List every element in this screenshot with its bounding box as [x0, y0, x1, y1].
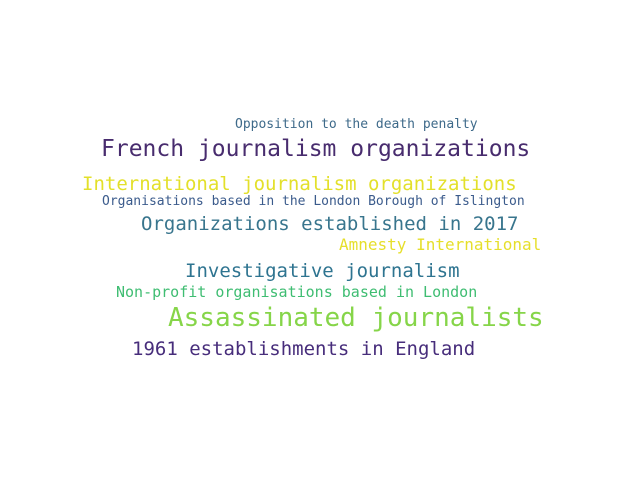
word-amnesty-international: Amnesty International	[339, 235, 542, 254]
word-non-profit-organisations-london: Non-profit organisations based in London	[116, 283, 478, 301]
word-opposition-to-the-death-penalty: Opposition to the death penalty	[235, 117, 478, 132]
word-1961-establishments-in-england: 1961 establishments in England	[132, 338, 476, 360]
word-investigative-journalism: Investigative journalism	[185, 260, 460, 282]
word-organisations-based-in-islington: Organisations based in the London Boroug…	[102, 194, 525, 209]
word-organizations-established-in-2017: Organizations established in 2017	[141, 213, 519, 235]
word-french-journalism-organizations: French journalism organizations	[101, 136, 531, 162]
word-assassinated-journalists: Assassinated journalists	[168, 303, 544, 333]
word-international-journalism-organizations: International journalism organizations	[82, 173, 517, 195]
